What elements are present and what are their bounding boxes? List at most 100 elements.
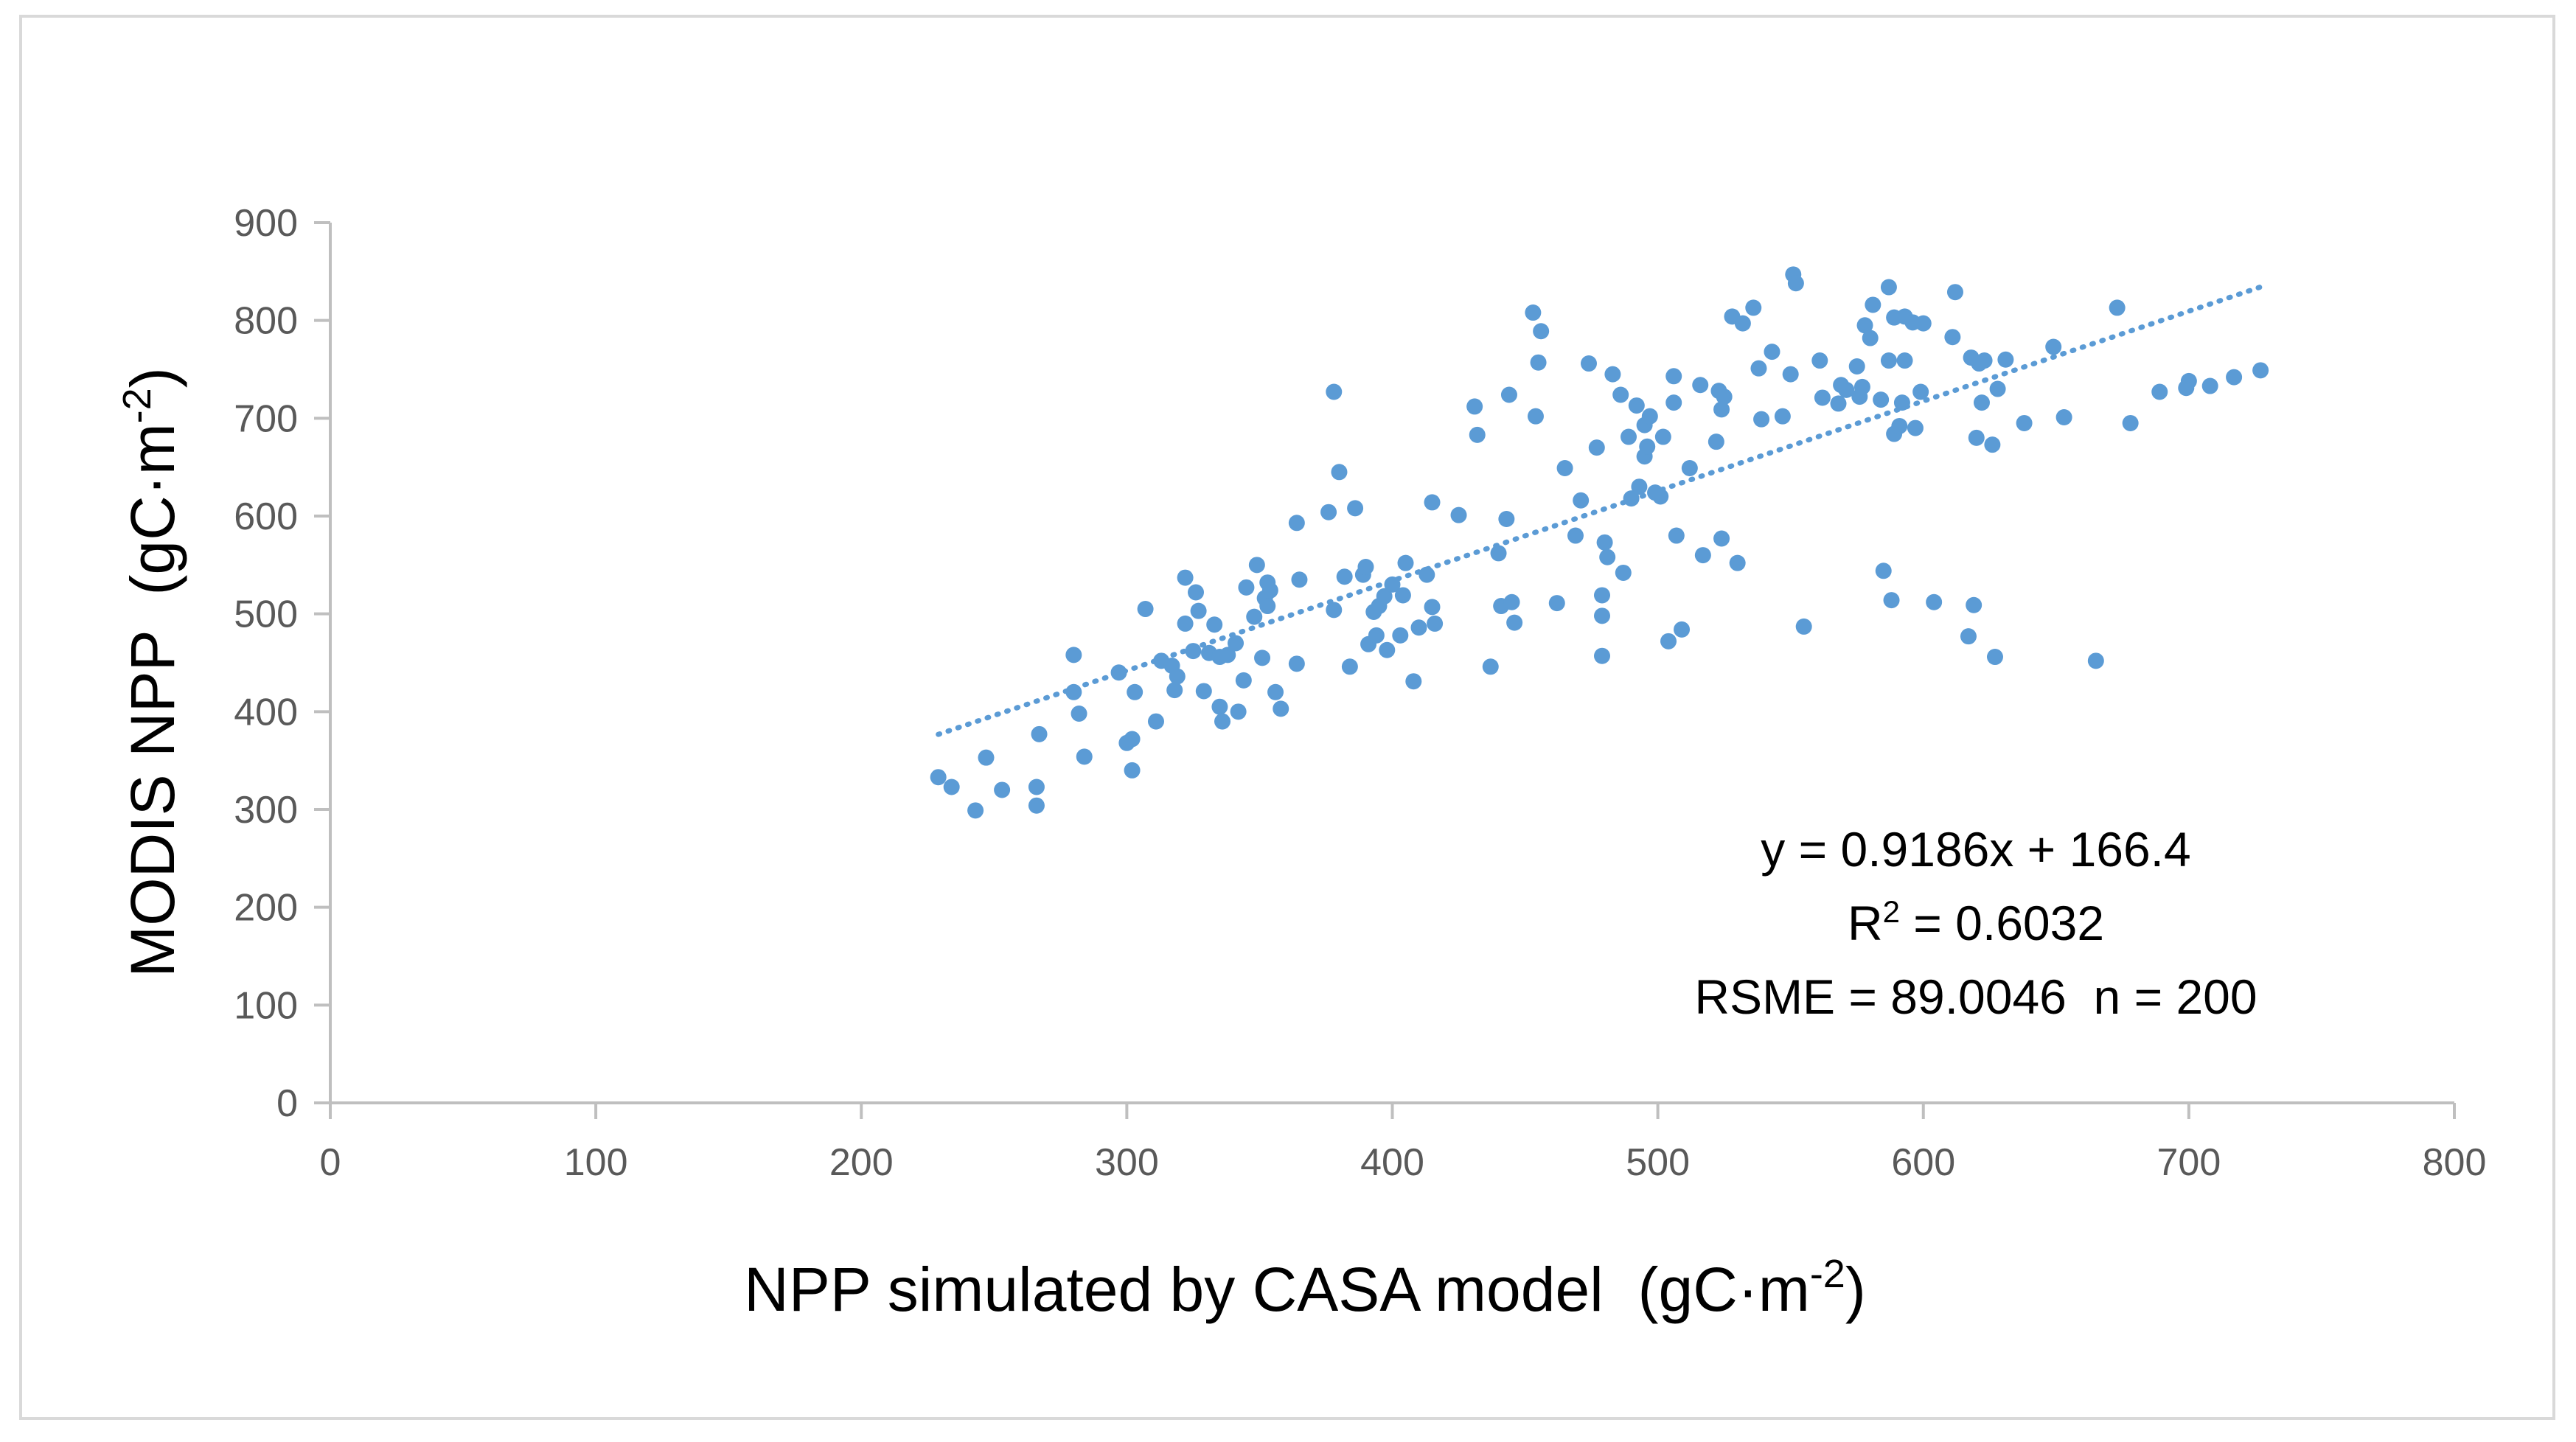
data-point: [1596, 534, 1613, 551]
data-point: [1185, 643, 1202, 660]
data-point: [1865, 296, 1881, 313]
regression-equation: y = 0.9186x + 166.4: [1761, 822, 2190, 877]
data-point: [1166, 682, 1183, 699]
data-point: [1246, 608, 1263, 625]
data-point: [1124, 762, 1141, 779]
data-point: [1336, 568, 1353, 585]
data-point: [930, 769, 947, 786]
data-point: [2109, 299, 2126, 316]
data-point: [1273, 700, 1289, 717]
data-point: [1065, 647, 1082, 663]
data-point: [1580, 355, 1597, 372]
data-point: [943, 779, 960, 795]
data-point: [2055, 409, 2072, 426]
data-point: [1853, 378, 1870, 395]
data-point: [1071, 705, 1087, 722]
data-point: [1968, 429, 1985, 446]
data-point: [1893, 394, 1910, 411]
data-point: [1873, 391, 1890, 408]
data-point: [1219, 647, 1236, 663]
data-point: [1376, 588, 1393, 605]
data-point: [978, 749, 995, 766]
data-point: [1347, 500, 1364, 517]
data-point: [1137, 601, 1154, 618]
data-point: [1907, 419, 1924, 436]
data-point: [1912, 383, 1929, 400]
data-point: [1248, 557, 1265, 574]
data-point: [1639, 438, 1656, 455]
data-point: [1530, 354, 1547, 371]
data-point: [1984, 436, 2001, 453]
data-point: [1708, 433, 1724, 450]
data-point: [2122, 414, 2139, 431]
data-point: [1357, 558, 1374, 575]
data-point: [1713, 401, 1730, 418]
data-point: [1527, 408, 1544, 425]
data-point: [1533, 323, 1550, 340]
x-axis-title-close: ): [1845, 1255, 1866, 1324]
data-point: [1631, 478, 1648, 495]
data-point: [1729, 554, 1746, 571]
data-point: [1147, 713, 1164, 730]
data-point: [1665, 394, 1682, 411]
data-point: [1031, 725, 1048, 742]
y-axis-title-text: MODIS NPP (gC·m: [118, 423, 187, 977]
data-point: [1418, 566, 1435, 583]
data-point: [1288, 655, 1305, 672]
data-point: [1830, 395, 1847, 412]
x-tick-label: 500: [1626, 1141, 1690, 1184]
data-point: [2087, 652, 2104, 669]
y-tick-label: 500: [234, 593, 298, 636]
data-point: [1110, 664, 1127, 681]
data-point: [1450, 506, 1467, 523]
data-point: [2226, 369, 2243, 386]
x-tick-label: 0: [320, 1141, 341, 1184]
data-point: [2252, 362, 2269, 379]
data-point: [1238, 579, 1255, 596]
data-point: [1424, 599, 1441, 616]
axes: 0 100 200 300 400 500 600 700 800 0 100 200 300 400 50…: [234, 202, 2486, 1184]
r-squared-label: R2 = 0.6032: [1848, 894, 2104, 950]
data-point: [1782, 366, 1799, 383]
data-point: [1556, 459, 1573, 476]
data-point: [1379, 641, 1396, 658]
trendline: [936, 283, 2266, 737]
data-point: [1795, 618, 1812, 635]
data-point: [1604, 366, 1621, 383]
data-point: [1862, 330, 1879, 346]
data-point: [1612, 386, 1629, 403]
data-point: [1177, 615, 1194, 632]
data-point: [1368, 627, 1385, 644]
data-point: [1573, 492, 1590, 509]
x-axis-title-text: NPP simulated by CASA model (gC·m: [744, 1255, 1810, 1324]
x-tick-label: 700: [2156, 1141, 2221, 1184]
data-point: [1880, 279, 1897, 296]
data-point: [2016, 414, 2033, 431]
y-axis-title: MODIS NPP (gC·m-2): [115, 367, 187, 977]
data-point: [1973, 394, 1990, 411]
data-point: [967, 802, 984, 819]
y-axis-title-close: ): [118, 367, 187, 388]
data-point: [1674, 621, 1691, 638]
data-point: [1641, 408, 1658, 425]
data-point: [1848, 358, 1865, 375]
data-point: [1291, 571, 1308, 588]
data-point: [1235, 672, 1252, 689]
data-points: [930, 266, 2269, 819]
data-point: [1525, 304, 1542, 321]
x-axis-title-superscript: -2: [1810, 1252, 1845, 1296]
data-point: [1410, 619, 1427, 636]
data-point: [1764, 344, 1780, 360]
data-point: [1254, 649, 1271, 666]
y-tick-label: 200: [234, 887, 298, 930]
x-tick-label: 300: [1095, 1141, 1159, 1184]
data-point: [1169, 668, 1186, 685]
data-point: [1623, 490, 1640, 507]
data-point: [1944, 329, 1961, 346]
data-point: [1668, 527, 1685, 544]
data-point: [1326, 383, 1343, 400]
data-point: [1915, 315, 1932, 332]
y-tick-label: 100: [234, 984, 298, 1027]
data-point: [1506, 614, 1523, 631]
